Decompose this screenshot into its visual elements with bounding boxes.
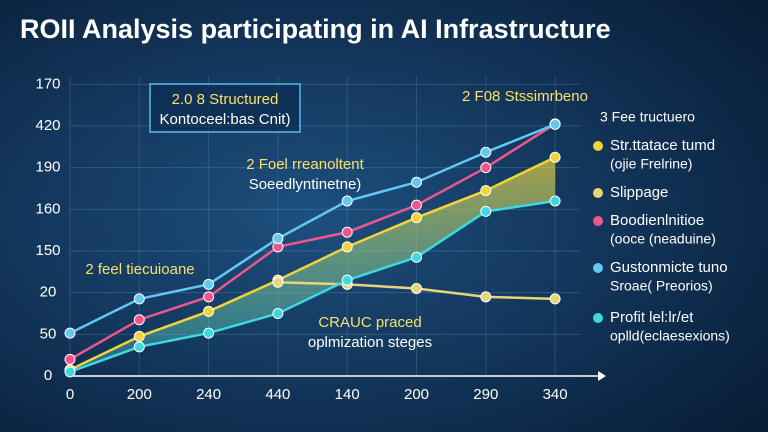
annotation: 2 Foel rreanoltent bbox=[246, 156, 364, 173]
x-tick-label: 200 bbox=[127, 386, 152, 403]
y-tick-label: 170 bbox=[35, 75, 60, 92]
plot: 0 50 20 150 160 190 420 170 0 200 240 440 140 200 290 3… bbox=[35, 75, 729, 403]
y-tick-label: 160 bbox=[35, 200, 60, 217]
annotation: 2 F08 Stssimrbeno bbox=[462, 88, 588, 105]
data-point bbox=[480, 162, 492, 174]
chart-title: ROII Analysis participating in AI Infras… bbox=[20, 14, 611, 44]
data-point bbox=[203, 327, 215, 339]
data-point bbox=[411, 251, 422, 263]
legend-label: Slippage bbox=[610, 184, 668, 201]
series-line bbox=[69, 199, 556, 374]
annotation: CRAUC praced bbox=[318, 314, 421, 331]
data-point bbox=[203, 278, 215, 290]
data-point bbox=[341, 274, 353, 286]
data-point bbox=[133, 314, 145, 326]
data-point bbox=[133, 341, 145, 353]
legend-marker bbox=[593, 313, 603, 323]
x-tick-label: 440 bbox=[265, 386, 290, 403]
y-tick-label: 0 bbox=[44, 367, 52, 384]
legend-marker bbox=[593, 216, 603, 226]
legend-label: Str.ttatace tumd bbox=[610, 137, 715, 154]
x-tick-label: 240 bbox=[196, 386, 221, 403]
legend-note: (ojie Frelrine) bbox=[610, 156, 692, 172]
x-tick-label: 290 bbox=[473, 386, 498, 403]
x-axis-arrow bbox=[598, 371, 606, 381]
data-point bbox=[64, 327, 76, 339]
y-tick-label: 50 bbox=[40, 325, 57, 342]
series-line bbox=[69, 122, 556, 361]
series-line bbox=[69, 123, 556, 335]
x-tick-label: 140 bbox=[335, 386, 360, 403]
data-point bbox=[341, 195, 353, 207]
data-point bbox=[272, 276, 284, 288]
x-tick-label: 200 bbox=[404, 386, 429, 403]
data-point bbox=[480, 146, 492, 158]
data-point bbox=[64, 366, 76, 378]
legend-heading: 3 Fee tructuero bbox=[600, 109, 695, 125]
annotation: 2.0 8 Structured bbox=[172, 91, 279, 108]
data-point bbox=[64, 353, 76, 365]
x-tick-label: 0 bbox=[66, 386, 74, 403]
data-point bbox=[549, 293, 561, 305]
data-point bbox=[133, 293, 145, 305]
y-tick-label: 420 bbox=[35, 117, 60, 134]
x-tick-label: 340 bbox=[543, 386, 568, 403]
data-point bbox=[341, 241, 353, 253]
data-point bbox=[480, 205, 492, 217]
data-point bbox=[133, 330, 145, 342]
data-point bbox=[411, 212, 422, 224]
data-point bbox=[203, 305, 215, 317]
annotation-box bbox=[149, 83, 301, 133]
data-point bbox=[549, 151, 561, 163]
legend-label: Profit lel:lr/et bbox=[610, 309, 694, 326]
annotation: oplmization steges bbox=[308, 334, 432, 351]
legend-label: Gustonmicte tuno bbox=[610, 259, 728, 276]
data-point bbox=[411, 199, 422, 211]
y-tick-label: 150 bbox=[35, 242, 60, 259]
data-point bbox=[272, 233, 284, 244]
legend-marker bbox=[593, 141, 603, 151]
data-point bbox=[480, 185, 492, 197]
data-point bbox=[411, 176, 422, 188]
annotation: Soeedlyntinetne) bbox=[249, 176, 362, 193]
annotation: Kontoceel:bas Cnit) bbox=[160, 111, 291, 128]
data-point bbox=[272, 308, 284, 319]
series-line bbox=[69, 156, 556, 371]
legend-note: (ooce (neaduine) bbox=[610, 231, 716, 247]
y-tick-label: 20 bbox=[40, 284, 57, 301]
annotation: 2 feel tiecuioane bbox=[85, 261, 194, 278]
legend-label: Boodienlnitioe bbox=[610, 212, 704, 229]
legend-note: oplld(eclaesexions) bbox=[610, 328, 730, 344]
y-tick-label: 190 bbox=[35, 159, 60, 176]
data-point bbox=[341, 226, 353, 238]
legend-note: Sroae( Preorios) bbox=[610, 278, 713, 294]
legend-marker bbox=[593, 263, 603, 273]
data-point bbox=[549, 118, 561, 130]
legend-marker bbox=[593, 188, 603, 198]
data-point bbox=[549, 195, 561, 207]
data-point bbox=[203, 291, 215, 303]
data-point bbox=[411, 283, 422, 294]
data-point bbox=[480, 291, 492, 303]
